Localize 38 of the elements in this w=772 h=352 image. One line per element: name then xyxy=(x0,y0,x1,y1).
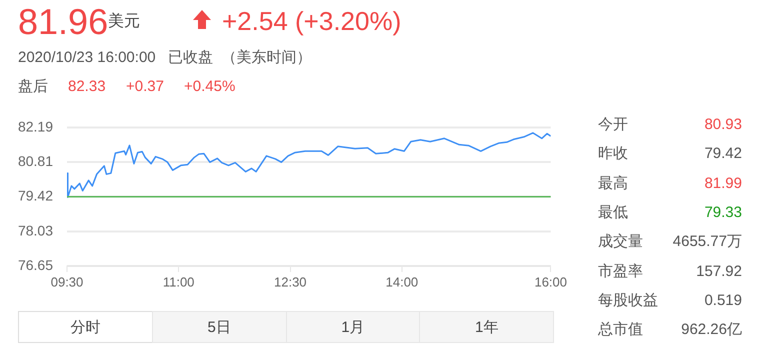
text: 79.33 xyxy=(704,204,742,221)
text: 分时 xyxy=(18,311,153,343)
text: 盘后 xyxy=(18,78,48,95)
text: 最低 xyxy=(598,204,628,221)
text: 美元 xyxy=(108,13,140,30)
text: +2.54 (+3.20%) xyxy=(222,6,402,36)
text: 81.99 xyxy=(704,174,742,192)
chart-subtitle: 2020/10/23 16:00:00 已收盘 （美东时间） xyxy=(18,49,312,66)
text: 1年 xyxy=(419,311,554,343)
text: 4655.77万 xyxy=(672,233,742,250)
text: 80.93 xyxy=(704,116,742,133)
y-tick-label: 76.65 xyxy=(18,256,54,273)
text: 82.33 xyxy=(68,78,106,95)
y-tick-label: 78.03 xyxy=(18,222,54,238)
text: 成交量 xyxy=(598,233,643,250)
text: 昨收 xyxy=(598,145,628,162)
text: 962.26亿 xyxy=(681,321,742,338)
text: 79.42 xyxy=(704,145,742,162)
text: 最高 xyxy=(598,174,628,192)
text: 每股收益 xyxy=(598,292,658,309)
x-tick-label: 09:30 xyxy=(50,274,84,290)
x-tick-label: 14:00 xyxy=(386,274,418,290)
y-tick-label: 82.19 xyxy=(18,118,54,134)
text: 157.92 xyxy=(696,262,742,280)
text: 1月 xyxy=(286,311,420,343)
chart-title: 81.96 xyxy=(18,1,108,42)
text: +0.45% xyxy=(184,78,236,95)
y-tick-label: 79.42 xyxy=(18,188,54,204)
text: +0.37 xyxy=(126,78,164,95)
x-tick-label: 12:30 xyxy=(274,274,307,290)
x-tick-label: 16:00 xyxy=(534,274,568,290)
x-tick-label: 11:00 xyxy=(162,274,194,290)
text: 今开 xyxy=(598,116,628,133)
text: 市盈率 xyxy=(598,262,643,280)
y-tick-label: 80.81 xyxy=(18,152,54,169)
text: 总市值 xyxy=(598,321,643,338)
text: 5日 xyxy=(152,311,286,343)
text: 0.519 xyxy=(704,292,742,309)
